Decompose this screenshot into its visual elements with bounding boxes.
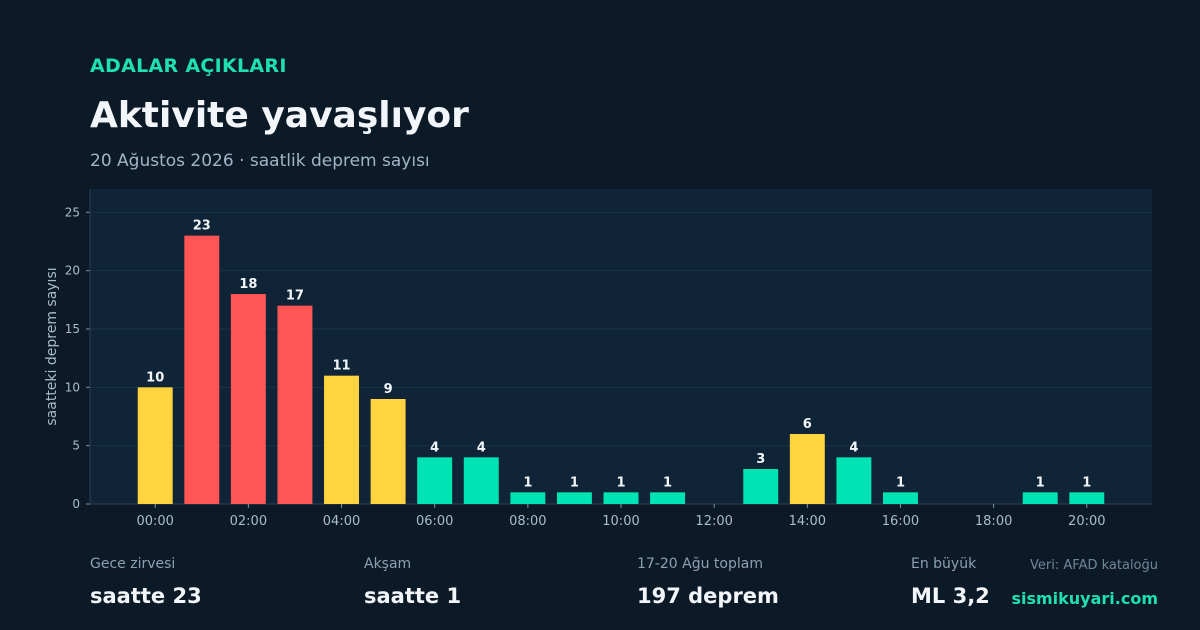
page-subtitle: 20 Ağustos 2026 · saatlik deprem sayısı <box>90 151 430 171</box>
bar-value-label: 1 <box>1082 475 1091 490</box>
bar-value-label: 23 <box>193 219 211 234</box>
x-tick-label: 00:00 <box>136 514 173 529</box>
stat-value: ML 3,2 <box>911 584 990 608</box>
bar <box>650 492 686 504</box>
stat-value: saatte 1 <box>364 584 462 608</box>
bar-value-label: 1 <box>570 475 579 490</box>
bar <box>230 294 266 504</box>
plot-area <box>90 189 1152 504</box>
stat-largest: En büyük ML 3,2 <box>911 556 990 608</box>
stat-total: 17-20 Ağu toplam 197 deprem <box>637 556 779 608</box>
x-tick-label: 12:00 <box>695 514 732 529</box>
bar <box>603 492 639 504</box>
bar <box>463 457 499 504</box>
stat-night-peak: Gece zirvesi saatte 23 <box>90 556 202 608</box>
bar <box>743 469 779 504</box>
bar <box>370 399 406 504</box>
bar-value-label: 6 <box>803 417 812 432</box>
bar <box>417 457 453 504</box>
bar-value-label: 11 <box>332 359 350 374</box>
bar <box>1069 492 1105 504</box>
bar-value-label: 18 <box>239 277 257 292</box>
bar-value-label: 1 <box>663 475 672 490</box>
bar-value-label: 3 <box>756 452 765 467</box>
bar <box>883 492 918 504</box>
bar-value-label: 17 <box>286 289 304 304</box>
bar-value-label: 1 <box>1036 475 1045 490</box>
stat-label: Gece zirvesi <box>90 556 176 572</box>
x-tick-label: 20:00 <box>1068 514 1105 529</box>
bar-value-label: 4 <box>477 440 486 455</box>
kicker-label: ADALAR AÇIKLARI <box>90 55 287 77</box>
y-tick-label: 20 <box>65 264 80 278</box>
bar-value-label: 1 <box>896 475 905 490</box>
stat-evening: Akşam saatte 1 <box>364 556 461 608</box>
bar <box>789 434 825 504</box>
y-tick-label: 0 <box>72 497 80 511</box>
bar <box>277 305 313 504</box>
bar-value-label: 4 <box>849 440 858 455</box>
stat-value: saatte 23 <box>90 584 202 608</box>
x-tick-label: 08:00 <box>509 514 546 529</box>
bar <box>184 235 220 504</box>
bar <box>510 492 546 504</box>
page-title: Aktivite yavaşlıyor <box>90 95 469 136</box>
bar-value-label: 10 <box>146 370 164 385</box>
bar-value-label: 1 <box>523 475 532 490</box>
bar <box>556 492 592 504</box>
y-tick-label: 25 <box>65 205 80 219</box>
y-tick-label: 10 <box>65 380 80 394</box>
x-tick-label: 04:00 <box>323 514 360 529</box>
stat-label: En büyük <box>911 556 977 572</box>
site-link[interactable]: sismikuyari.com <box>1011 589 1158 608</box>
stat-label: Akşam <box>364 556 412 572</box>
bar-value-label: 4 <box>430 440 439 455</box>
stat-value: 197 deprem <box>637 584 779 608</box>
x-tick-label: 14:00 <box>789 514 826 529</box>
x-tick-label: 16:00 <box>882 514 919 529</box>
data-source: Veri: AFAD kataloğu <box>1030 558 1158 573</box>
bar <box>1022 492 1058 504</box>
bar <box>324 375 359 504</box>
y-tick-label: 15 <box>65 322 80 336</box>
x-tick-label: 10:00 <box>602 514 639 529</box>
bar-value-label: 1 <box>616 475 625 490</box>
y-tick-label: 5 <box>72 439 80 453</box>
stat-label: 17-20 Ağu toplam <box>637 556 763 572</box>
x-tick-label: 02:00 <box>230 514 267 529</box>
bar <box>836 457 872 504</box>
x-tick-label: 06:00 <box>416 514 453 529</box>
x-tick-label: 18:00 <box>975 514 1012 529</box>
bar-value-label: 9 <box>384 382 393 397</box>
y-axis-label: saatteki deprem sayısı <box>44 267 60 425</box>
bar <box>137 387 173 504</box>
